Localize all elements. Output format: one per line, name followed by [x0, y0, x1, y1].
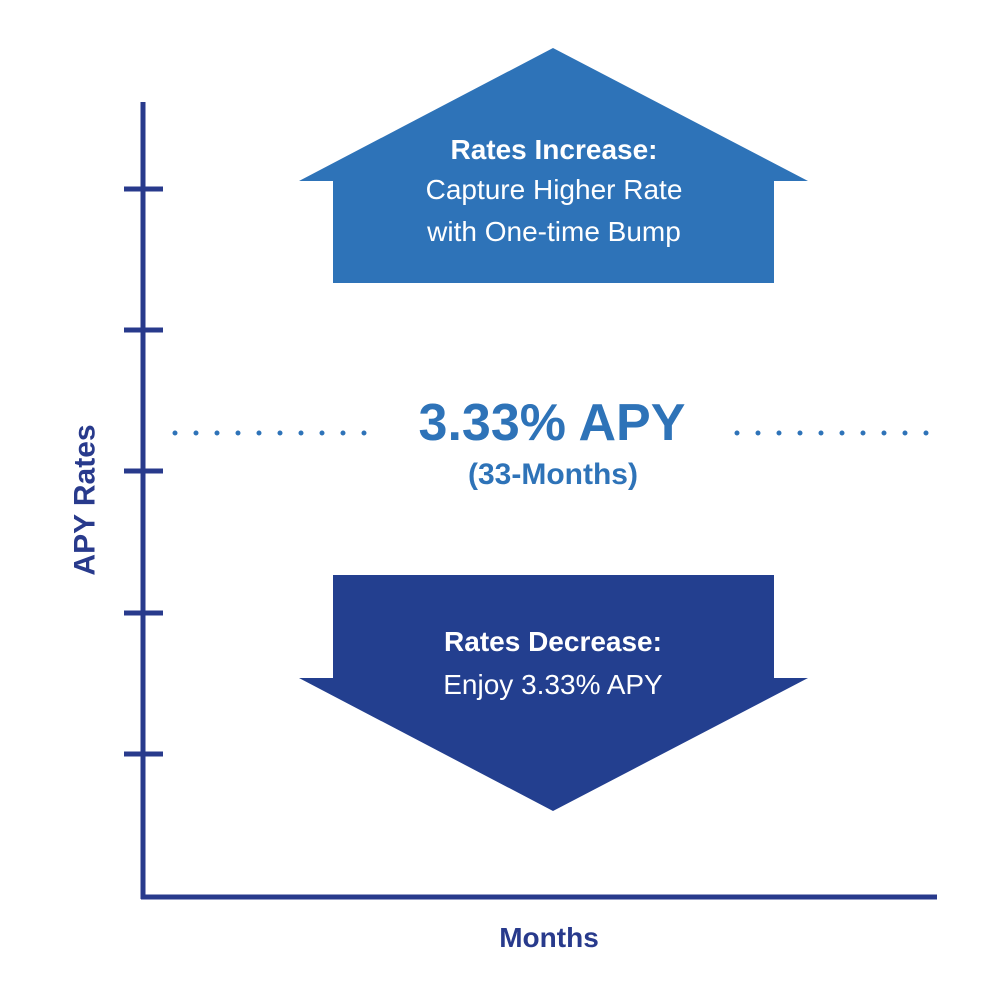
rates-increase-line1: Capture Higher Rate [426, 174, 683, 205]
rate-term-label: (33-Months) [468, 458, 638, 491]
rate-value-label: 3.33% APY [419, 394, 686, 452]
rates-decrease-line1: Enjoy 3.33% APY [443, 669, 663, 700]
rates-decrease-arrow [299, 575, 808, 811]
y-axis-label: APY Rates [69, 424, 102, 575]
rates-increase-line2: with One-time Bump [426, 216, 681, 247]
rates-increase-arrow [299, 48, 808, 283]
x-axis-label: Months [499, 922, 599, 953]
rates-increase-title: Rates Increase: [450, 134, 657, 165]
rates-decrease-title: Rates Decrease: [444, 626, 662, 657]
